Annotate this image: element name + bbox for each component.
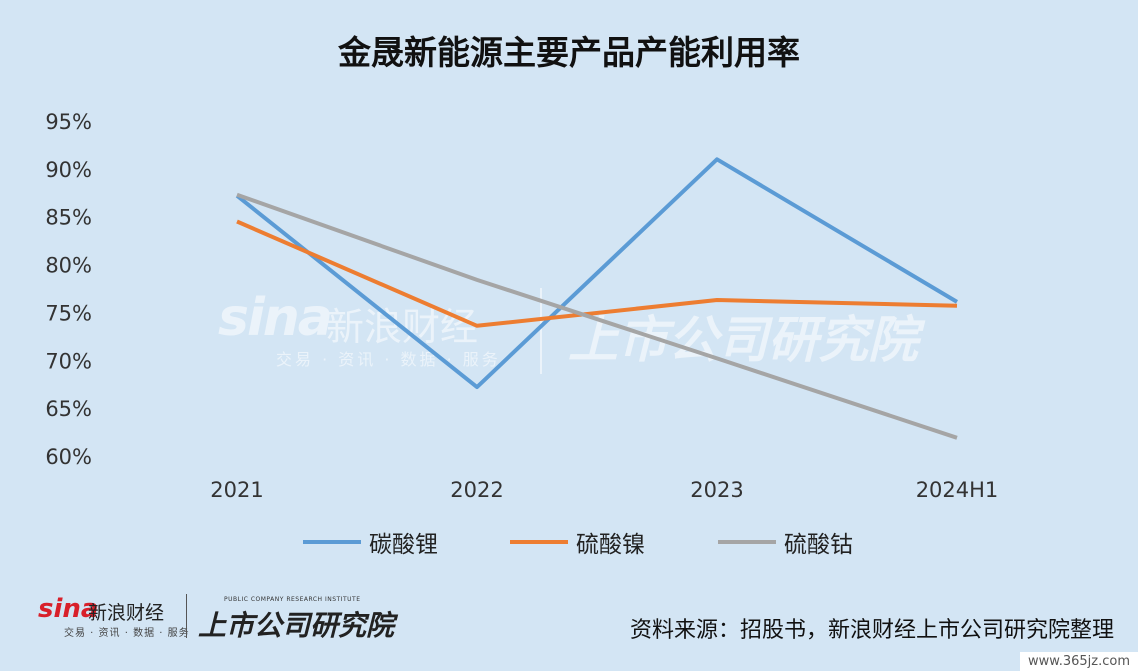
legend-swatch [510,540,568,544]
series-line-碳酸锂 [235,157,959,390]
legend-label: 碳酸锂 [369,532,438,558]
y-tick-label: 95% [45,110,92,134]
x-axis-ticks: 2021 2022 2023 2024H1 [210,478,998,502]
legend-label: 硫酸钴 [784,532,853,558]
series-line-硫酸镍 [236,219,958,328]
legend-swatch [718,540,776,544]
x-tick-label: 2024H1 [916,478,999,502]
series-line-硫酸钴 [236,192,958,440]
legend-label: 硫酸镍 [576,532,645,558]
footer-sina-logo: sina [38,594,99,624]
y-tick-label: 90% [45,158,92,182]
footer-divider [186,594,187,638]
chart-title: 金晟新能源主要产品产能利用率 [338,33,800,72]
footer-sina-slogan: 交易 · 资讯 · 数据 · 服务 [64,628,190,639]
footer-sina-name: 新浪财经 [88,602,165,624]
x-tick-label: 2023 [690,478,743,502]
x-tick-label: 2021 [210,478,263,502]
footer-institute-en: PUBLIC COMPANY RESEARCH INSTITUTE [224,596,361,603]
line-chart: 95%90%85%80%75%70%65%60% 2021 2022 2023 202… [45,110,998,502]
source-note: 资料来源：招股书，新浪财经上市公司研究院整理 [629,618,1114,643]
y-tick-label: 80% [45,254,92,278]
y-tick-label: 85% [45,206,92,230]
legend-item: 碳酸锂 [303,525,438,559]
legend: 碳酸锂 硫酸镍 硫酸钴 [0,525,1138,561]
footer-institute: 上市公司研究院 [198,609,395,642]
y-tick-label: 60% [45,445,92,469]
legend-item: 硫酸镍 [510,525,645,559]
footer-logo: sina 新浪财经 交易 · 资讯 · 数据 · 服务 PUBLIC COMPA… [38,594,398,644]
y-tick-label: 65% [45,397,92,421]
legend-item: 硫酸钴 [718,525,853,559]
y-tick-label: 75% [45,301,92,325]
series-lines [235,157,959,440]
legend-swatch [303,540,361,544]
y-axis-ticks: 95% 90% 85% 80% 75% 70% 65% 60% [45,110,92,469]
x-tick-label: 2022 [450,478,503,502]
site-url: www.365jz.com [1020,652,1138,671]
y-tick-label: 70% [45,349,92,373]
